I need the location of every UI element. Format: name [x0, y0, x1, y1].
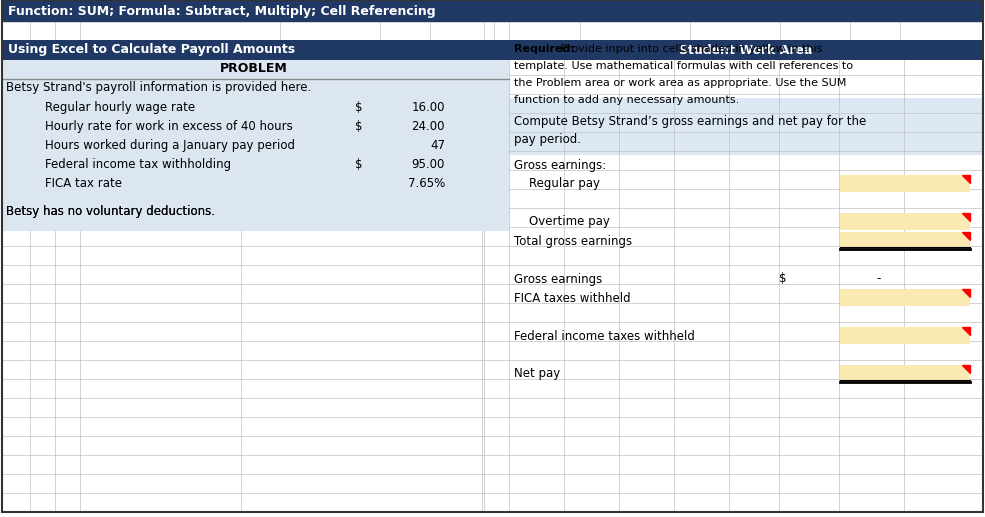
Bar [2, 22, 983, 40]
Text: Provide input into cells shaded in yellow in this: Provide input into cells shaded in yello… [557, 44, 822, 54]
Polygon shape [962, 365, 970, 373]
Text: Betsy has no voluntary deductions.: Betsy has no voluntary deductions. [6, 205, 215, 219]
Bar [840, 213, 970, 230]
Text: function to add any necessary amounts.: function to add any necessary amounts. [514, 95, 740, 105]
Text: the Problem area or work area as appropriate. Use the SUM: the Problem area or work area as appropr… [514, 78, 846, 88]
Bar [2, 79, 509, 231]
Text: Required:: Required: [514, 44, 575, 54]
Text: 95.00: 95.00 [412, 158, 445, 171]
Text: Student Work Area: Student Work Area [680, 43, 813, 56]
Text: Betsy Strand's payroll information is provided here.: Betsy Strand's payroll information is pr… [6, 82, 311, 95]
Polygon shape [962, 175, 970, 183]
Bar [509, 40, 983, 117]
Text: 7.65%: 7.65% [408, 177, 445, 190]
Text: Gross earnings: Gross earnings [514, 272, 602, 285]
Bar [2, 79, 509, 98]
Bar [2, 60, 509, 79]
Bar [840, 365, 970, 382]
Bar [840, 289, 970, 306]
Bar [2, 117, 509, 136]
Text: Betsy has no voluntary deductions.: Betsy has no voluntary deductions. [6, 205, 215, 219]
Text: -: - [877, 272, 882, 285]
Bar [840, 175, 970, 192]
Bar [840, 232, 970, 249]
Bar [2, 40, 509, 60]
Polygon shape [962, 213, 970, 221]
Text: FICA tax rate: FICA tax rate [45, 177, 122, 190]
Text: PROBLEM: PROBLEM [220, 63, 288, 75]
Text: FICA taxes withheld: FICA taxes withheld [514, 292, 630, 305]
Bar [2, 98, 509, 117]
Text: $: $ [355, 120, 362, 133]
Bar [840, 327, 970, 344]
Bar [2, 193, 509, 231]
Text: Hours worked during a January pay period: Hours worked during a January pay period [45, 139, 295, 152]
Text: Net pay: Net pay [514, 368, 560, 381]
Text: Total gross earnings: Total gross earnings [514, 235, 632, 248]
Text: Function: SUM; Formula: Subtract, Multiply; Cell Referencing: Function: SUM; Formula: Subtract, Multip… [8, 5, 435, 18]
Polygon shape [962, 232, 970, 240]
Text: $: $ [355, 101, 362, 114]
Text: Gross earnings:: Gross earnings: [514, 159, 606, 172]
Bar [509, 98, 983, 155]
Text: 47: 47 [430, 139, 445, 152]
Text: $: $ [779, 272, 786, 285]
Text: template. Use mathematical formulas with cell references to: template. Use mathematical formulas with… [514, 61, 853, 71]
Text: Hourly rate for work in excess of 40 hours: Hourly rate for work in excess of 40 hou… [45, 120, 293, 133]
Text: Overtime pay: Overtime pay [529, 216, 610, 229]
Bar [2, 136, 509, 155]
Text: Regular hourly wage rate: Regular hourly wage rate [45, 101, 195, 114]
Text: Federal income taxes withheld: Federal income taxes withheld [514, 329, 694, 342]
Polygon shape [962, 289, 970, 297]
Text: Regular pay: Regular pay [529, 177, 600, 190]
Bar [2, 174, 509, 193]
Polygon shape [962, 327, 970, 335]
Text: pay period.: pay period. [514, 132, 581, 145]
Text: $: $ [355, 158, 362, 171]
Bar [509, 40, 983, 60]
Bar [2, 1, 983, 22]
Text: 16.00: 16.00 [412, 101, 445, 114]
Text: 24.00: 24.00 [412, 120, 445, 133]
Text: Federal income tax withholding: Federal income tax withholding [45, 158, 231, 171]
Text: Compute Betsy Strand’s gross earnings and net pay for the: Compute Betsy Strand’s gross earnings an… [514, 115, 866, 129]
Bar [2, 155, 509, 174]
Text: Using Excel to Calculate Payroll Amounts: Using Excel to Calculate Payroll Amounts [8, 43, 296, 56]
